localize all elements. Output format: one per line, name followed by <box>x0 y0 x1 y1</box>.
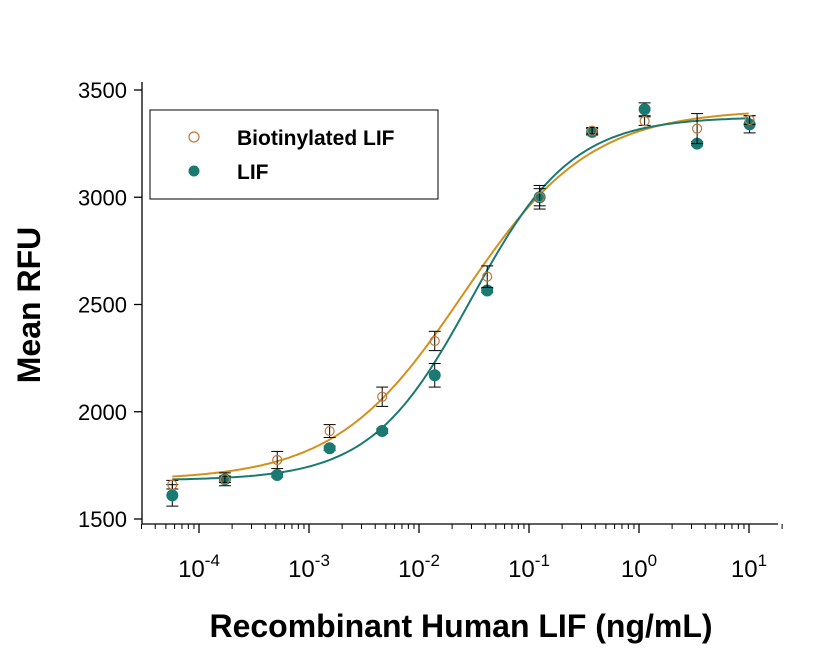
y-tick-label: 3000 <box>78 185 127 210</box>
x-tick-label: 10-4 <box>178 551 220 583</box>
marker-biotinylated-lif <box>482 271 493 282</box>
y-tick-label: 3500 <box>78 78 127 103</box>
fit-curve-lif <box>172 117 749 481</box>
axes: 1500 2000 2500 3000 3500 10-4 10-3 10-2 10-1 100… <box>78 78 783 583</box>
marker-lif <box>166 489 179 502</box>
legend-marker-lif <box>188 165 200 177</box>
marker-lif <box>428 369 441 382</box>
x-axis-title: Recombinant Human LIF (ng/mL) <box>209 608 712 644</box>
data-point-lif <box>323 442 336 455</box>
data-point-biotinylated-lif <box>323 424 336 438</box>
x-tick-label: 101 <box>731 551 767 583</box>
marker-biotinylated-lif <box>272 454 283 466</box>
y-tick-label: 1500 <box>78 507 127 532</box>
x-ticks: 10-4 10-3 10-2 10-1 100 101 <box>140 524 783 583</box>
data-point-lif <box>271 469 284 482</box>
legend-label-lif: LIF <box>237 161 269 184</box>
marker-biotinylated-lif <box>744 114 755 126</box>
data-point-biotinylated-lif <box>271 450 284 470</box>
data-point-biotinylated-lif <box>481 265 494 288</box>
y-tick-label: 2500 <box>78 293 127 318</box>
data-point-biotinylated-lif <box>586 125 599 136</box>
marker-biotinylated-lif <box>377 391 388 402</box>
marker-lif <box>638 103 651 116</box>
data-point-biotinylated-lif <box>166 479 179 490</box>
legend: Biotinylated LIF LIF <box>149 109 439 200</box>
x-tick-label: 10-1 <box>508 551 550 583</box>
marker-lif <box>323 442 336 455</box>
x-tick-label: 10-2 <box>398 551 440 583</box>
y-tick-label: 2000 <box>78 400 127 425</box>
marker-biotinylated-lif <box>534 192 545 203</box>
y-ticks: 1500 2000 2500 3000 3500 <box>78 78 142 532</box>
data-points <box>166 102 756 507</box>
marker-biotinylated-lif <box>587 125 598 136</box>
data-point-lif <box>376 425 389 438</box>
legend-marker-biotinylated-lif <box>188 131 200 143</box>
data-point-biotinylated-lif <box>691 113 704 145</box>
data-point-biotinylated-lif <box>743 114 756 126</box>
data-point-biotinylated-lif <box>533 188 546 207</box>
data-point-biotinylated-lif <box>218 474 231 485</box>
data-point-biotinylated-lif <box>376 386 389 407</box>
y-axis-title: Mean RFU <box>11 227 47 383</box>
data-point-lif <box>428 362 441 388</box>
marker-lif <box>271 469 284 482</box>
marker-lif <box>376 425 389 438</box>
marker-biotinylated-lif <box>429 335 440 347</box>
marker-biotinylated-lif <box>639 116 650 127</box>
marker-biotinylated-lif <box>324 425 335 437</box>
marker-biotinylated-lif <box>167 479 178 490</box>
legend-box <box>149 109 439 200</box>
data-point-biotinylated-lif <box>638 116 651 127</box>
fit-curves <box>172 112 749 481</box>
legend-label-biotinylated-lif: Biotinylated LIF <box>237 127 395 150</box>
x-tick-label: 10-3 <box>288 551 330 583</box>
x-tick-label: 100 <box>621 551 657 583</box>
data-point-lif <box>638 102 651 117</box>
marker-biotinylated-lif <box>692 123 703 134</box>
data-point-biotinylated-lif <box>428 330 441 352</box>
marker-biotinylated-lif <box>219 474 231 485</box>
